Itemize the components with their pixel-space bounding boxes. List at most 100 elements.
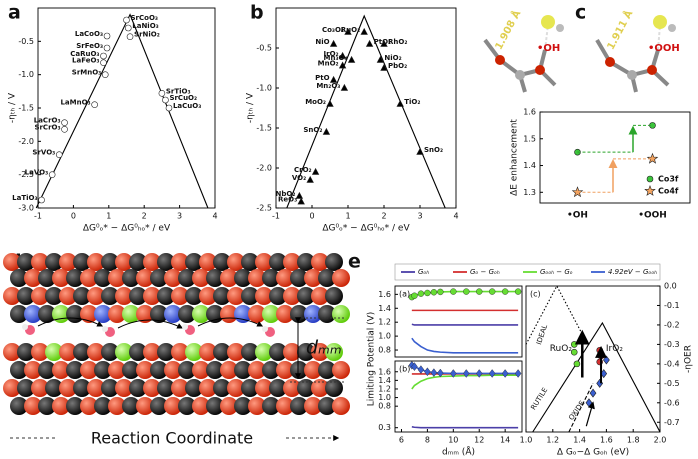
atom [157, 287, 175, 305]
atom [269, 253, 287, 271]
point [417, 365, 425, 374]
x-axis-label: Δ Gₒ−Δ Gₒₕ (eV) [557, 448, 629, 458]
point-label: SrVO₃ [32, 149, 55, 157]
x-tick-label: 0 [71, 212, 76, 221]
atom [10, 269, 28, 287]
atom [495, 55, 505, 65]
point-label: CaRuO₃ [70, 50, 99, 58]
point-label: IrO₂ [324, 50, 339, 58]
legend-label: Gₒₕ [418, 268, 429, 276]
atom [206, 397, 224, 415]
atom [276, 269, 294, 287]
atom [199, 343, 217, 361]
point [430, 289, 438, 296]
atom [297, 379, 315, 397]
point-label: LaCuO₃ [173, 102, 201, 110]
point [424, 289, 431, 297]
atom [668, 24, 676, 32]
atom [297, 343, 315, 361]
atom [38, 397, 56, 415]
atom [52, 397, 70, 415]
atom [276, 397, 294, 415]
point-label: Mn₃O₄ [324, 54, 348, 62]
atom [276, 361, 294, 379]
point [475, 369, 483, 378]
x-axis-label: ΔG⁰ₒ* − ΔG⁰ₕₒ* / eV [322, 224, 410, 234]
y-tick-label: 1.6 [378, 290, 391, 299]
atom [150, 269, 168, 287]
atom [311, 287, 329, 305]
atom [45, 379, 63, 397]
adsorbate-label: •OOH [648, 43, 680, 54]
atom [325, 379, 343, 397]
atom [304, 361, 322, 379]
atom [45, 287, 63, 305]
point-label: MnO₂ [318, 60, 339, 68]
y-axis-label: ΔE enhancement [510, 119, 520, 196]
atom [17, 253, 35, 271]
point [463, 288, 470, 295]
point-label: RhO₂ [388, 38, 407, 46]
y-axis-label: -ηₜₕ / V [8, 92, 18, 123]
x-tick-label: -1 [272, 212, 280, 221]
panel-label: b [250, 2, 264, 24]
point-label: ReO₃ [278, 196, 297, 204]
atom [297, 253, 315, 271]
atom [269, 343, 287, 361]
annotation: RUTILE [529, 386, 549, 411]
adsorbate [22, 324, 28, 330]
atom [220, 269, 238, 287]
point [126, 33, 134, 40]
atom [311, 379, 329, 397]
point [380, 39, 388, 47]
y-tick-label: 1.6 [378, 367, 391, 376]
atom [17, 379, 35, 397]
atom [213, 253, 231, 271]
y-axis-label: -ηOER [684, 345, 694, 373]
atom [45, 343, 63, 361]
atom [129, 287, 147, 305]
y-tick-label: -1.5 [256, 124, 272, 133]
adsorbate [182, 324, 188, 330]
atom [24, 305, 42, 323]
crystal-illustration [3, 253, 350, 415]
atom [10, 361, 28, 379]
atom [73, 343, 91, 361]
atom [304, 269, 322, 287]
molecule-oh: 1.908 Å •OH [483, 8, 564, 93]
atom [178, 305, 196, 323]
subpanel-label: (b) [399, 365, 410, 374]
atom [115, 343, 133, 361]
y-tick-label: -0.1 [664, 301, 680, 310]
point [411, 292, 418, 299]
point-label: TiO₂ [404, 98, 420, 106]
x-tick-label: 14 [500, 436, 510, 445]
atom [318, 269, 336, 287]
atom [556, 24, 564, 32]
legend-label: Co3f [658, 175, 679, 184]
atom [248, 361, 266, 379]
y-tick-label: 1.4 [378, 376, 391, 385]
point [514, 288, 522, 295]
y-tick-label: -0.6 [664, 398, 680, 407]
atom [150, 397, 168, 415]
atom [192, 361, 210, 379]
atom [66, 361, 84, 379]
atom [3, 379, 21, 397]
atom [185, 379, 203, 397]
y-tick-label: -0.3 [664, 340, 680, 349]
point [123, 16, 130, 24]
x-tick-label: 10 [448, 436, 458, 445]
y-tick-label: 0.8 [378, 346, 391, 355]
point [437, 368, 444, 378]
atom [94, 397, 112, 415]
atom [234, 397, 252, 415]
point-label: PbO₂ [388, 62, 407, 70]
shift-arrow [585, 401, 595, 427]
point-label: Co₃O₄ [322, 26, 344, 34]
atom [143, 287, 161, 305]
point [329, 39, 338, 47]
y-tick-label: -0.5 [664, 379, 680, 388]
atom [87, 287, 105, 305]
atom [192, 397, 210, 415]
